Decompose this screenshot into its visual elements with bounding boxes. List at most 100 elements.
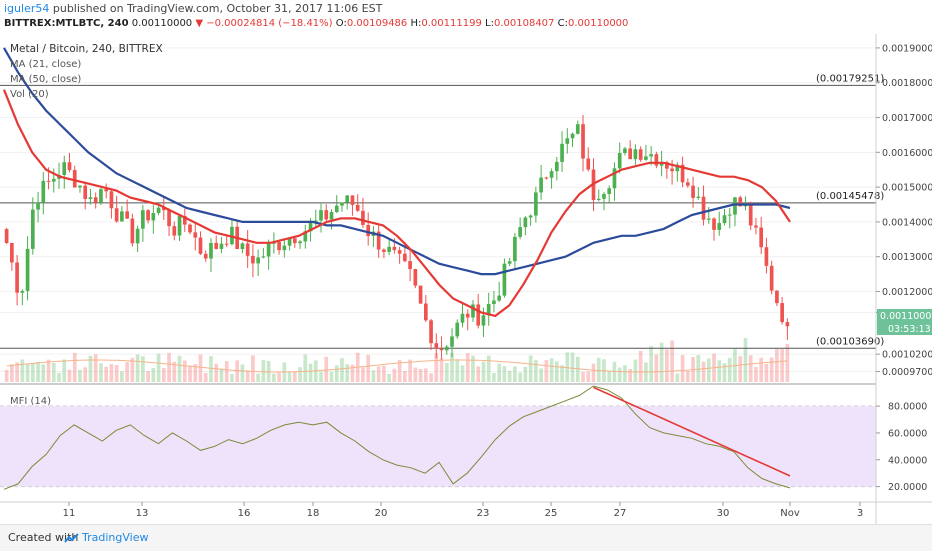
volume-bar [418, 369, 423, 382]
horizontal-level-label: (0.00103690) [816, 336, 884, 347]
volume-bar [638, 350, 643, 382]
candle-body [67, 162, 72, 171]
legend-ma21[interactable]: MA (21, close) [10, 59, 81, 70]
volume-bar [575, 356, 580, 382]
volume-bar [350, 364, 355, 382]
volume-bar [680, 355, 685, 382]
volume-bar [324, 356, 329, 382]
volume-bar [780, 349, 784, 382]
candle-body [188, 224, 192, 233]
volume-bar [659, 342, 664, 382]
volume-bar [633, 359, 638, 382]
mfi-trendline[interactable] [593, 386, 791, 477]
price-tag-value: 0.00110000 [880, 311, 932, 322]
candle-body [513, 236, 517, 262]
candle-body [754, 225, 758, 228]
mfi-tick-label: 40.0000 [888, 455, 927, 466]
volume-bar [46, 359, 51, 382]
candle-body [135, 228, 140, 244]
chart-canvas[interactable]: (0.00179251) (0.00145478) (0.00103690) Met… [0, 34, 932, 524]
volume-bar [554, 361, 559, 382]
time-tick-label: 3 [857, 508, 863, 519]
candle-body [528, 215, 533, 218]
volume-bar [224, 361, 229, 382]
candle-body [733, 197, 737, 215]
time-tick-label: 20 [375, 508, 388, 519]
volume-bar [235, 360, 240, 382]
candle-body [93, 197, 98, 203]
candle-body [120, 211, 124, 222]
volume-bar [334, 365, 339, 382]
time-axis[interactable]: 11 13 16 18 20 23 25 27 30 Nov 3 [63, 502, 864, 519]
volume-bar [298, 367, 302, 382]
author-link[interactable]: iguler54 [4, 2, 50, 15]
volume-bar [665, 349, 669, 382]
volume-bar [649, 346, 653, 382]
candle-body [455, 322, 460, 337]
volume-bar [88, 355, 93, 382]
candle-body [602, 193, 606, 199]
candle-body [266, 243, 271, 257]
candle-body [245, 243, 250, 256]
time-tick-label: 23 [477, 508, 490, 519]
volume-bar [156, 353, 161, 382]
candle-body [570, 133, 575, 139]
mfi-tick-label: 20.0000 [888, 482, 927, 493]
volume-bar [109, 363, 114, 382]
volume-bar [371, 370, 376, 382]
volume-bar [78, 369, 82, 382]
candle-body [518, 227, 522, 237]
volume-bar [219, 368, 224, 382]
volume-ma-line [6, 359, 788, 373]
volume-bar [203, 372, 208, 382]
time-tick-label: 27 [614, 508, 627, 519]
volume-bar [120, 371, 124, 382]
candle-body [565, 138, 570, 144]
legend-mfi[interactable]: MFI (14) [10, 396, 51, 407]
volume-bar [15, 362, 19, 382]
volume-bar [67, 369, 72, 382]
volume-bar [439, 358, 444, 382]
publish-info: iguler54 published on TradingView.com, O… [4, 2, 382, 15]
candle-body [691, 185, 695, 198]
volume-bar [130, 357, 135, 382]
volume-bar [25, 363, 30, 382]
candle-body [376, 231, 381, 250]
time-tick-label: 25 [545, 508, 558, 519]
candle-body [182, 215, 187, 225]
candle-body [109, 191, 114, 209]
candle-body [638, 149, 643, 160]
current-price-tag: 0.00110000 03:53:13 [877, 309, 932, 335]
time-tick-label: 18 [307, 508, 320, 519]
mfi-tick-label: 60.0000 [888, 428, 927, 439]
candle-body [633, 149, 638, 160]
legend-ma50[interactable]: MA (50, close) [10, 74, 81, 85]
candle-body [387, 246, 391, 252]
volume-bar [319, 371, 323, 382]
candle-body [219, 243, 224, 249]
candle-body [429, 320, 433, 344]
candle-body [4, 229, 9, 244]
mfi-line [3, 385, 791, 490]
candle-body [654, 154, 659, 166]
volume-bar [188, 365, 192, 382]
volume-bar [198, 354, 203, 382]
candle-body [560, 143, 564, 162]
candle-body [680, 164, 685, 183]
candle-body [78, 185, 82, 188]
volume-bar [696, 355, 701, 382]
legend-vol[interactable]: Vol (20) [10, 89, 49, 100]
volume-bar [151, 367, 156, 382]
volume-bar [397, 360, 402, 382]
volume-bar [423, 368, 428, 382]
volume-bar [135, 354, 140, 382]
tradingview-brand-link[interactable]: TradingView [82, 531, 149, 544]
volume-bar [434, 353, 439, 382]
volume-bar [329, 371, 334, 382]
mfi-axis[interactable]: 80.0000 60.0000 40.0000 20.0000 [876, 402, 927, 493]
volume-bar [497, 363, 502, 382]
volume-bar [706, 358, 711, 382]
candle-body [701, 196, 706, 220]
volume-bar [392, 368, 397, 382]
candle-body [534, 192, 538, 216]
